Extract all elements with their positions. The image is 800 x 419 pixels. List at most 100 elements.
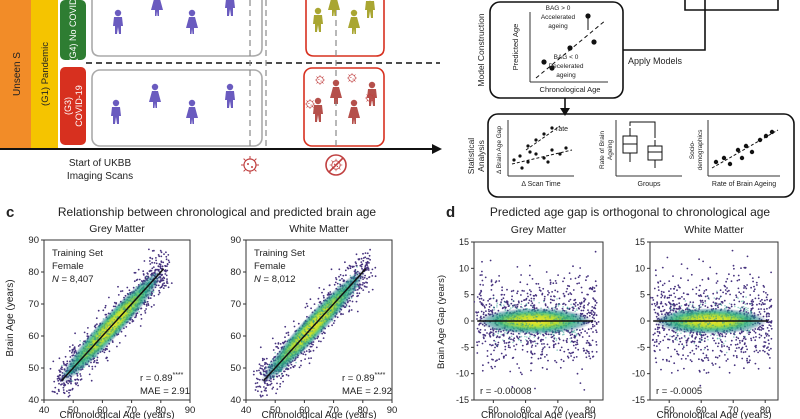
- scatter-point: [746, 348, 748, 351]
- scatter-point: [86, 344, 89, 347]
- scatter-point: [580, 302, 583, 305]
- scatter-point: [135, 314, 138, 317]
- scatter-point: [576, 341, 578, 344]
- scatter-point: [768, 313, 771, 315]
- scatter-point: [538, 301, 540, 304]
- scatter-point: [741, 346, 744, 349]
- scatter-point: [479, 274, 482, 276]
- scatter-point: [159, 286, 162, 289]
- scatter-point: [148, 277, 150, 280]
- x-tick-label: 70: [328, 405, 339, 416]
- scatter-point: [540, 353, 542, 356]
- scatter-point: [140, 296, 142, 299]
- scatter-point: [521, 311, 523, 314]
- scatter-point: [272, 386, 275, 389]
- scatter-point: [729, 293, 731, 296]
- scatter-point: [354, 284, 357, 286]
- scatter-point: [552, 307, 554, 309]
- scatter-point: [516, 363, 519, 365]
- y-tick-label: -15: [456, 395, 469, 405]
- scatter-point: [356, 266, 358, 268]
- scatter-point: [267, 384, 270, 386]
- scatter-point: [705, 289, 708, 291]
- scatter-point: [732, 354, 735, 357]
- scatter-point: [595, 321, 598, 324]
- scatter-point: [161, 265, 164, 268]
- scatter-point: [558, 316, 560, 319]
- scatter-point: [728, 371, 731, 374]
- scatter-point: [533, 299, 535, 302]
- scatter-point: [669, 288, 672, 290]
- scatter-point: [476, 318, 478, 320]
- scatter-point: [328, 305, 331, 307]
- y-tick-label: 15: [459, 237, 469, 247]
- scatter-point: [687, 304, 690, 307]
- scatter-point: [133, 280, 136, 283]
- scatter-point: [716, 280, 719, 282]
- scatter-point: [362, 252, 364, 255]
- scatter-point: [497, 331, 500, 333]
- scatter-point: [319, 325, 321, 328]
- scatter-point: [574, 277, 577, 280]
- scatter-point: [490, 344, 493, 347]
- scatter-point: [653, 308, 656, 311]
- scatter-point: [518, 367, 520, 369]
- scatter-point: [515, 304, 517, 306]
- virus-icon: [304, 98, 316, 110]
- scatter-point: [287, 374, 290, 377]
- g4-bar: [60, 0, 86, 60]
- scatter-point: [541, 348, 544, 351]
- scatter-point: [261, 367, 263, 370]
- scatter-point: [663, 329, 665, 332]
- scatter-point: [751, 299, 754, 301]
- scatter-point: [279, 343, 282, 345]
- scatter-point: [135, 309, 138, 312]
- panel-d: d Predicted age gap is orthogonal to chr…: [436, 204, 779, 419]
- scatter-point: [559, 366, 562, 369]
- scatter-point: [511, 322, 513, 325]
- scatter-point: [656, 328, 659, 330]
- scatter-point: [526, 330, 528, 333]
- scatter-point: [271, 358, 274, 361]
- scatter-point: [565, 290, 568, 293]
- scatter-point: [166, 265, 168, 267]
- scatter-point: [324, 307, 327, 310]
- scatter-point: [322, 331, 325, 334]
- scatter-point: [653, 302, 656, 305]
- scatter-point: [733, 274, 735, 277]
- scatter-point: [770, 298, 772, 301]
- scatter-point: [370, 272, 372, 274]
- scatter-point: [297, 352, 300, 355]
- scatter-point: [492, 306, 495, 308]
- scatter-point: [308, 362, 311, 365]
- scatter-point: [512, 318, 515, 321]
- scatter-point: [165, 274, 168, 277]
- scatter-point: [499, 336, 501, 338]
- scatter-point: [705, 354, 708, 357]
- scatter-point: [563, 295, 566, 298]
- y-tick-label: -10: [456, 369, 469, 379]
- scatter-point: [333, 319, 336, 322]
- scatter-point: [594, 300, 597, 302]
- scatter-point: [752, 300, 755, 303]
- y-tick-label: 0: [640, 316, 645, 326]
- scatter-point: [333, 308, 336, 310]
- scatter-point: [79, 373, 82, 375]
- scatter-point: [494, 281, 497, 284]
- scatter-point: [349, 267, 352, 270]
- scatter-point: [146, 275, 148, 278]
- scatter-point: [568, 272, 571, 274]
- scatter-point: [561, 330, 564, 333]
- x-tick-label: 50: [68, 405, 79, 416]
- boxplot-2: [647, 140, 663, 168]
- scatter-point: [553, 309, 556, 312]
- scatter-point: [84, 349, 87, 351]
- scatter-point: [51, 390, 54, 393]
- scatter-point: [260, 395, 262, 398]
- scatter-point: [337, 293, 339, 295]
- scatter-point: [547, 290, 549, 292]
- scatter-point: [61, 368, 63, 371]
- scatter-point: [273, 362, 275, 365]
- groups-label: Groups: [638, 181, 661, 188]
- scatter-point: [546, 368, 548, 371]
